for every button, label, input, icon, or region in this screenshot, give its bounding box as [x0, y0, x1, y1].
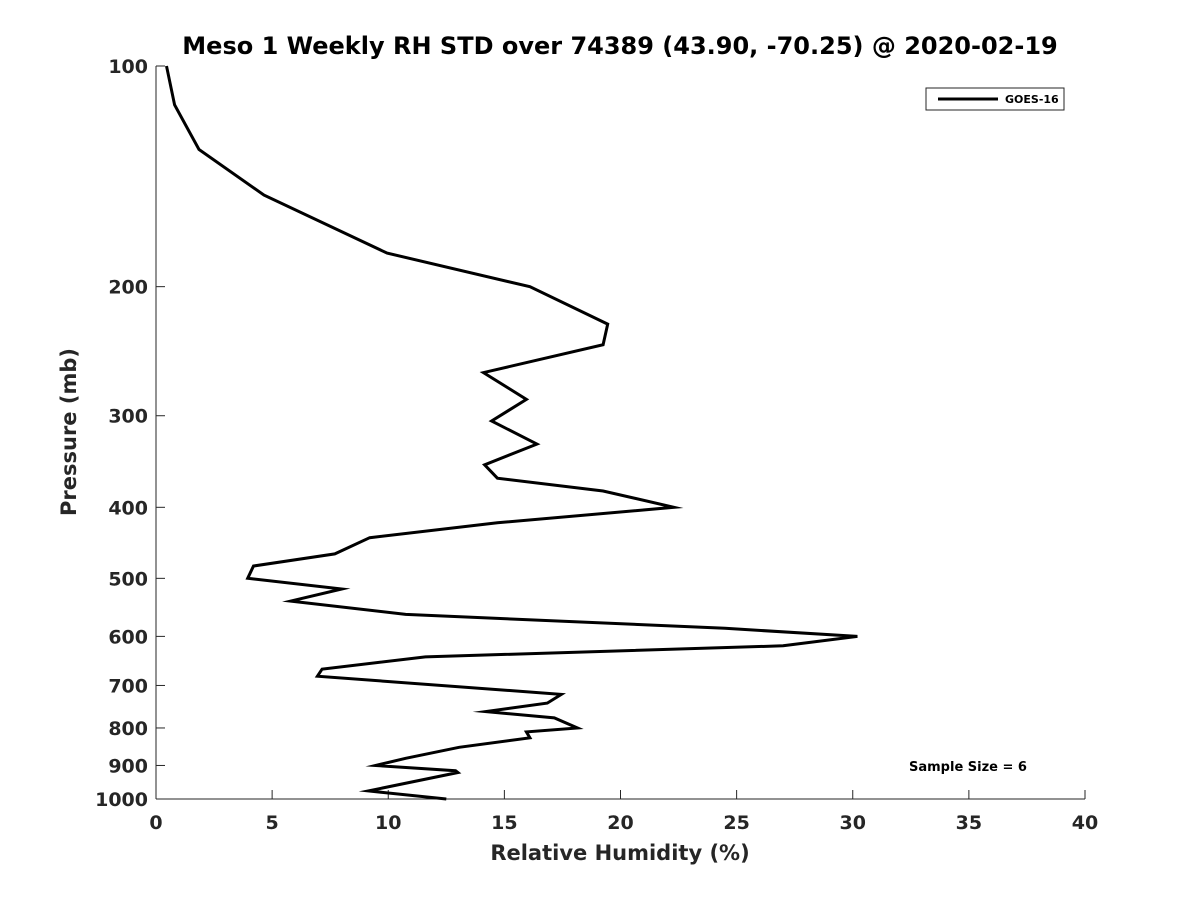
legend: GOES-16	[925, 87, 1065, 111]
x-tick-label: 30	[840, 812, 866, 834]
x-tick-label: 25	[723, 812, 749, 834]
y-tick-label: 900	[108, 755, 148, 777]
y-tick-label: 300	[108, 406, 148, 428]
series-lines	[165, 65, 858, 801]
series-line-goes-16	[165, 65, 858, 801]
y-tick-label: 100	[108, 56, 148, 78]
chart-title: Meso 1 Weekly RH STD over 74389 (43.90, …	[182, 32, 1057, 60]
x-tick-label: 10	[375, 812, 401, 834]
y-tick-label: 500	[108, 568, 148, 590]
tick-marks	[155, 65, 1086, 800]
x-tick-label: 15	[491, 812, 517, 834]
y-tick-label: 1000	[95, 789, 148, 811]
y-tick-label: 600	[108, 626, 148, 648]
y-tick-label: 700	[108, 675, 148, 697]
x-tick-label: 5	[266, 812, 279, 834]
y-tick-label: 800	[108, 718, 148, 740]
x-tick-label: 0	[149, 812, 162, 834]
y-tick-label: 400	[108, 497, 148, 519]
axes	[155, 66, 1085, 800]
tick-labels: 0 5 10 15 20 25 30 35 40 100 200 300 400 500 600 700 800…	[95, 56, 1098, 834]
y-axis-label: Pressure (mb)	[57, 348, 81, 516]
x-tick-label: 35	[956, 812, 982, 834]
y-tick-label: 200	[108, 277, 148, 299]
x-tick-label: 20	[607, 812, 633, 834]
x-axis-label: Relative Humidity (%)	[490, 841, 749, 865]
x-tick-label: 40	[1072, 812, 1098, 834]
sample-size-annotation: Sample Size = 6	[909, 760, 1027, 775]
legend-label: GOES-16	[1005, 93, 1059, 106]
